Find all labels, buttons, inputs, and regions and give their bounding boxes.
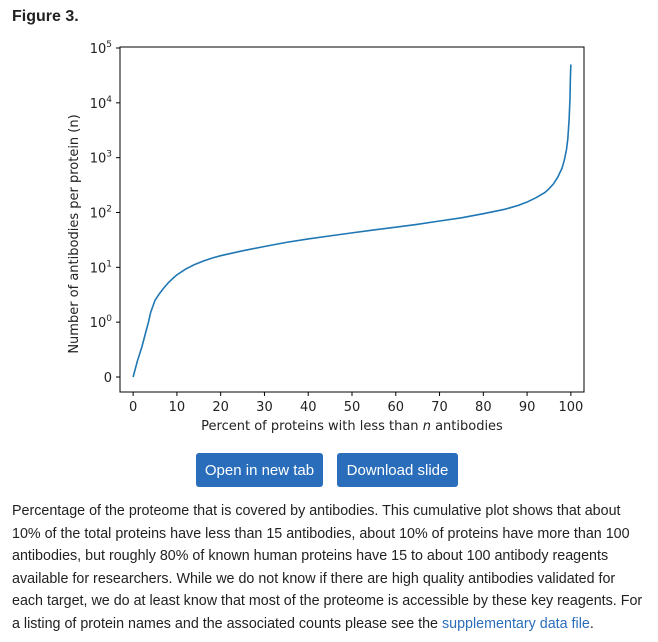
x-axis-label-prefix: Percent of proteins with less than xyxy=(201,419,423,434)
plot-area xyxy=(132,64,572,378)
series-line-0 xyxy=(132,64,572,378)
y-tick-label: 0 xyxy=(104,371,112,386)
open-in-new-tab-button[interactable]: Open in new tab xyxy=(196,453,323,487)
x-tick-label: 40 xyxy=(300,400,317,415)
y-tick-label: 105 xyxy=(90,40,112,57)
download-slide-button[interactable]: Download slide xyxy=(337,453,458,487)
x-tick-label: 10 xyxy=(169,400,186,415)
caption-text: Percentage of the proteome that is cover… xyxy=(12,503,643,632)
figure-label: Figure 3. xyxy=(12,8,79,25)
y-tick-label: 103 xyxy=(90,150,112,167)
plot-frame xyxy=(119,46,585,393)
y-axis-label: Number of antibodies per protein (n) xyxy=(67,114,82,353)
x-tick-label: 100 xyxy=(558,400,583,415)
x-tick-label: 80 xyxy=(475,400,492,415)
x-tick-label: 20 xyxy=(212,400,229,415)
y-tick-label: 101 xyxy=(90,259,112,276)
y-tick-label: 104 xyxy=(90,95,113,112)
x-tick-label: 30 xyxy=(256,400,273,415)
y-tick-label: 100 xyxy=(90,314,113,331)
x-tick-label: 50 xyxy=(344,400,361,415)
x-axis-label: Percent of proteins with less than n ant… xyxy=(201,419,503,434)
x-tick-label: 0 xyxy=(129,400,137,415)
supplementary-data-link[interactable]: supplementary data file xyxy=(442,615,590,632)
axes: 0 10 20 30 40 50 60 70 80 90 100 0 100 101 102 103 104 10… xyxy=(90,40,585,415)
x-tick-label: 90 xyxy=(519,400,536,415)
chart: 0 10 20 30 40 50 60 70 80 90 100 0 100 101 102 103 104 10… xyxy=(67,40,585,434)
caption-end: . xyxy=(589,615,594,632)
figure-caption: Percentage of the proteome that is cover… xyxy=(12,500,648,636)
x-tick-label: 60 xyxy=(388,400,405,415)
y-tick-label: 102 xyxy=(90,205,112,222)
x-tick-label: 70 xyxy=(431,400,448,415)
x-axis-label-suffix: antibodies xyxy=(431,419,503,434)
x-axis-label-variable: n xyxy=(423,419,431,434)
